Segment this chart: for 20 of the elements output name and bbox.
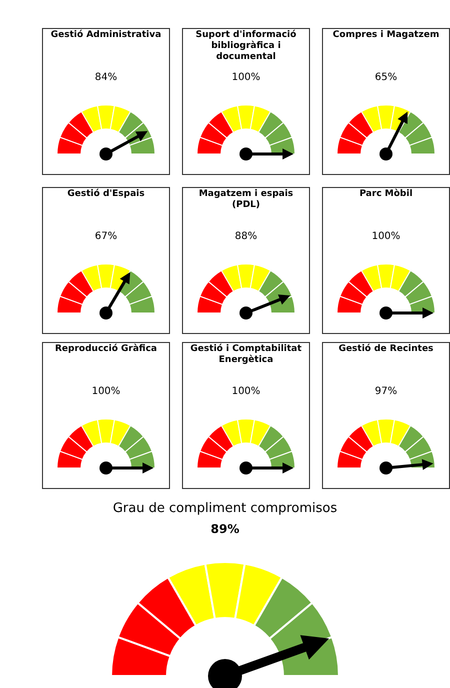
- text: Reproducció Gràfica: [54, 344, 158, 355]
- data-label: 100%: [90, 386, 122, 397]
- text: Suport d'informació bibliogràfica i documental: [194, 30, 298, 63]
- text: Magatzem i espais (PDL): [198, 189, 294, 211]
- text: Gestió i Comptabilitat Energètica: [189, 344, 303, 366]
- data-label: 65%: [374, 72, 398, 83]
- text: Parc Mòbil: [358, 189, 414, 200]
- text: Gestió d'Espais: [66, 189, 146, 200]
- data-label: 84%: [94, 72, 118, 83]
- data-label: 100%: [370, 231, 402, 242]
- data-label: 67%: [94, 231, 118, 242]
- text: Gestió de Recintes: [338, 344, 434, 355]
- data-label: 89%: [210, 522, 240, 536]
- text: Compres i Magatzem: [332, 30, 440, 41]
- data-label: 100%: [230, 72, 262, 83]
- data-label: 88%: [234, 231, 258, 242]
- data-label: 100%: [230, 386, 262, 397]
- data-label: 97%: [374, 386, 398, 397]
- text: Grau de compliment compromisos: [112, 501, 338, 516]
- text: Gestió Administrativa: [50, 30, 162, 41]
